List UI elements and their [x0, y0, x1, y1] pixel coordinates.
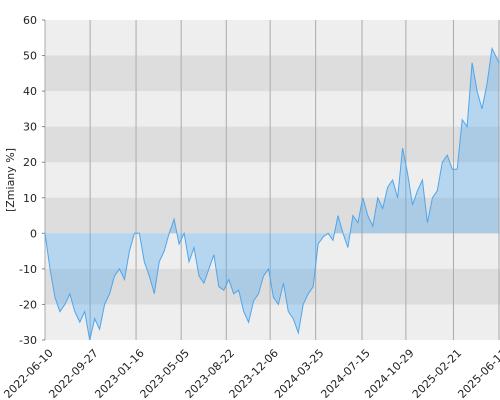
y-tick-label: -30 — [19, 334, 37, 347]
band — [45, 55, 500, 92]
y-tick-label: 10 — [23, 192, 37, 205]
y-tick-label: 0 — [30, 227, 37, 240]
y-tick-label: 50 — [23, 50, 37, 63]
band — [45, 126, 500, 163]
y-tick-label: 40 — [23, 85, 37, 98]
y-tick-label: 30 — [23, 121, 37, 134]
y-tick-label: 20 — [23, 156, 37, 169]
y-axis-label: [Zmiany %] — [4, 148, 17, 212]
area — [45, 48, 499, 341]
y-tick-label: 60 — [23, 14, 37, 27]
band — [45, 268, 500, 305]
band — [45, 197, 500, 234]
line — [44, 46, 500, 341]
y-tick-label: -10 — [19, 263, 37, 276]
y-tick-label: -20 — [19, 298, 37, 311]
